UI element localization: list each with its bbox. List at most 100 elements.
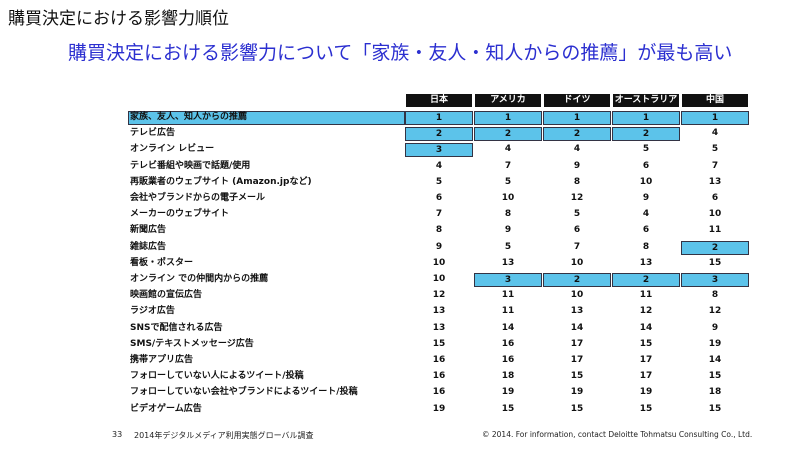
cell: 5: [711, 144, 719, 155]
cell: 9: [642, 193, 650, 203]
cell: 6: [435, 193, 443, 203]
cell: 14: [570, 322, 584, 333]
cell: 9: [504, 225, 512, 236]
cell: 15: [432, 338, 446, 349]
cell: 15: [501, 403, 515, 414]
cell: 9: [573, 160, 581, 171]
cell: 1: [474, 111, 542, 125]
cell: 10: [501, 193, 515, 203]
cell: 16: [501, 338, 515, 349]
row-label: ラジオ広告: [130, 306, 175, 317]
cell: 1: [405, 111, 473, 125]
row-label: ビデオゲーム広告: [130, 403, 202, 414]
cell: 11: [708, 225, 722, 236]
cell: 10: [639, 176, 653, 187]
row-label: 雑誌広告: [130, 241, 167, 252]
cell: 12: [708, 306, 722, 317]
cell: 13: [570, 306, 584, 317]
cell: 10: [432, 257, 446, 268]
cell: 13: [432, 322, 446, 333]
cell: 3: [474, 273, 542, 287]
cell: 9: [435, 241, 443, 252]
cell: 3: [681, 273, 749, 287]
cell: 4: [504, 144, 512, 155]
cell: 8: [504, 209, 512, 220]
cell: 8: [711, 290, 719, 301]
cell: 5: [642, 144, 650, 155]
cell: 14: [639, 322, 653, 333]
column-header: ドイツ: [543, 93, 611, 108]
source: 2014年デジタルメディア利用実態グローバル調査: [134, 431, 314, 440]
cell: 6: [642, 225, 650, 236]
cell: 6: [711, 193, 719, 203]
cell: 5: [435, 176, 443, 187]
cell: 18: [708, 387, 722, 398]
row-label: 携帯アプリ広告: [130, 355, 194, 365]
cell: 12: [570, 193, 584, 203]
cell: 5: [504, 176, 512, 187]
cell: 16: [432, 387, 446, 398]
cell: 17: [639, 371, 653, 382]
row-label: フォローしていない人によるツイート/投稿: [130, 371, 304, 382]
cell: 2: [543, 127, 611, 142]
row-label: メーカーのウェブサイト: [130, 209, 230, 220]
cell: 13: [639, 257, 653, 268]
cell: 2: [612, 127, 680, 142]
cell: 7: [504, 160, 512, 171]
cell: 19: [639, 387, 653, 398]
cell: 14: [501, 322, 515, 333]
cell: 10: [570, 290, 584, 301]
cell: 19: [708, 338, 722, 349]
cell: 17: [639, 355, 653, 365]
page-number: 33: [112, 430, 123, 439]
row-label: 映画館の宣伝広告: [130, 290, 203, 301]
cell: 15: [570, 371, 584, 382]
cell: 4: [573, 144, 581, 155]
cell: 6: [642, 160, 650, 171]
cell: 15: [639, 338, 653, 349]
copyright: © 2014. For information, contact Deloitt…: [482, 430, 753, 439]
cell: 4: [435, 160, 443, 171]
cell: 12: [639, 306, 653, 317]
cell: 6: [573, 225, 581, 236]
cell: 2: [474, 127, 542, 142]
row-label: 会社やブランドからの電子メール: [130, 193, 266, 203]
cell: 7: [573, 241, 581, 252]
cell: 10: [432, 274, 446, 284]
cell: 9: [711, 322, 719, 333]
subtitle: 購買決定における影響力について「家族・友人・知人からの推薦」が最も高い: [68, 42, 733, 64]
cell: 19: [501, 387, 515, 398]
cell: 12: [432, 290, 446, 301]
cell: 11: [501, 290, 515, 301]
cell: 11: [639, 290, 653, 301]
row-label: テレビ番組や映画で話題/使用: [130, 160, 251, 171]
cell: 2: [612, 273, 680, 287]
cell: 7: [711, 160, 719, 171]
row-label: テレビ広告: [130, 128, 176, 139]
cell: 1: [681, 111, 749, 125]
cell: 10: [708, 209, 722, 220]
row-label: オンライン での仲間内からの推薦: [130, 274, 269, 284]
row-label: フォローしていない会社やブランドによるツイート/投稿: [130, 387, 358, 398]
row-label: 家族、友人、知人からの推薦: [130, 112, 248, 122]
cell: 2: [543, 273, 611, 287]
cell: 2: [405, 127, 473, 142]
cell: 15: [570, 403, 584, 414]
cell: 11: [501, 306, 515, 317]
cell: 17: [570, 338, 584, 349]
cell: 4: [711, 128, 719, 139]
row-label: 看板・ポスター: [130, 257, 194, 268]
cell: 8: [573, 176, 581, 187]
row-label: 再販業者のウェブサイト (Amazon.jpなど): [130, 176, 312, 187]
cell: 17: [570, 355, 584, 365]
cell: 16: [501, 355, 515, 365]
cell: 4: [642, 209, 650, 220]
cell: 3: [405, 143, 473, 158]
cell: 16: [432, 371, 446, 382]
cell: 13: [432, 306, 446, 317]
column-header: 中国: [681, 93, 749, 108]
cell: 1: [543, 111, 611, 125]
cell: 18: [501, 371, 515, 382]
cell: 5: [504, 241, 512, 252]
